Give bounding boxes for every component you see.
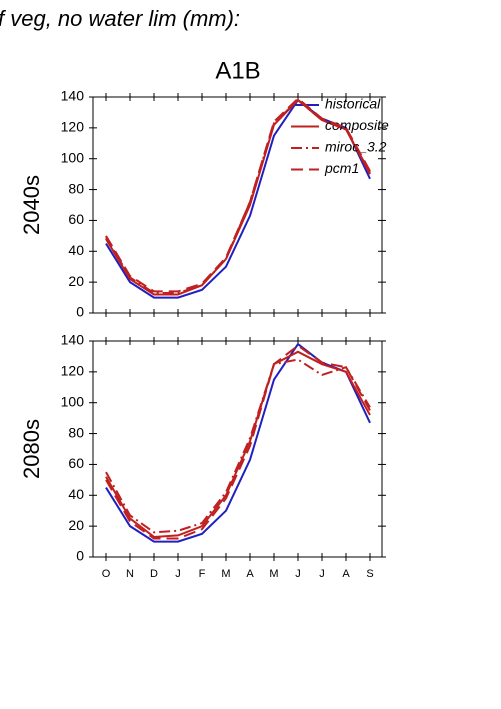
x-tick-label: O (102, 568, 111, 580)
page-header: f veg, no water lim (mm): (0, 6, 240, 31)
series-line (105, 98, 371, 299)
series-line (105, 358, 371, 534)
y-tick-label: 120 (61, 363, 85, 379)
y-tick-label: 140 (61, 88, 85, 104)
y-tick-label: 80 (68, 424, 84, 440)
x-tick-label: A (246, 568, 254, 580)
legend-label: pcm1 (324, 160, 359, 176)
x-tick-label: J (295, 568, 301, 580)
y-tick-label: 100 (61, 393, 85, 409)
y-tick-label: 60 (68, 211, 84, 227)
series-line (105, 344, 371, 540)
legend-label: composite (325, 117, 389, 133)
y-axis-label: 2040s (19, 175, 44, 235)
y-tick-label: 140 (61, 332, 85, 348)
x-tick-label: D (150, 568, 158, 580)
y-tick-label: 0 (76, 304, 84, 320)
x-tick-label: M (269, 568, 278, 580)
x-tick-label: M (221, 568, 230, 580)
series-line (105, 342, 371, 543)
plot-frame (92, 340, 383, 558)
y-tick-label: 100 (61, 149, 85, 165)
series-line (105, 350, 371, 538)
y-tick-label: 0 (76, 548, 84, 564)
y-axis-label: 2080s (19, 419, 44, 479)
y-tick-label: 20 (68, 517, 84, 533)
x-tick-label: J (175, 568, 181, 580)
chart-title: A1B (215, 57, 260, 84)
y-tick-label: 60 (68, 455, 84, 471)
series-line (105, 97, 371, 293)
y-tick-label: 80 (68, 180, 84, 196)
x-tick-label: N (126, 568, 134, 580)
x-tick-label: S (366, 568, 373, 580)
legend-label: historical (325, 96, 381, 112)
y-tick-label: 120 (61, 119, 85, 135)
x-tick-label: F (199, 568, 206, 580)
x-tick-label: J (319, 568, 325, 580)
y-tick-label: 40 (68, 242, 84, 258)
x-tick-label: A (342, 568, 350, 580)
plot-frame (92, 96, 383, 314)
y-tick-label: 40 (68, 486, 84, 502)
y-tick-label: 20 (68, 273, 84, 289)
